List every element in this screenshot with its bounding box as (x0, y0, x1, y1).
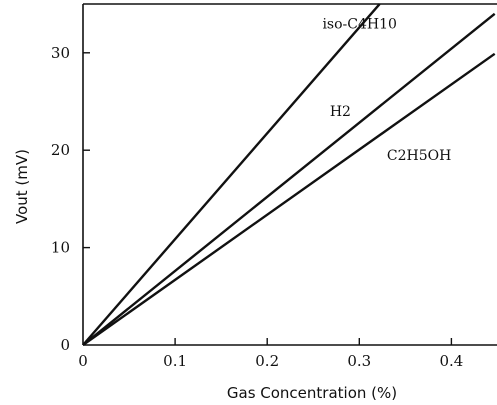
series-label: C2H5OH (387, 148, 451, 164)
ticks-layer: 0 0.1 0.2 0.3 0.4 0 10 20 30 (51, 44, 463, 370)
series-label: iso-C4H10 (322, 16, 396, 32)
series-line (82, 3, 381, 346)
y-tick-label: 0 (60, 336, 70, 354)
annotation-layer: iso-C4H10 H2 C2H5OH (322, 16, 451, 163)
series-label: H2 (330, 104, 351, 120)
x-tick-label: 0.3 (347, 352, 371, 370)
y-tick-label: 20 (51, 141, 70, 159)
x-axis-title: Gas Concentration (%) (227, 384, 397, 402)
series-line (82, 52, 496, 346)
x-tick-label: 0.2 (255, 352, 279, 370)
x-tick-label: 0 (78, 352, 88, 370)
x-tick-label: 0.4 (439, 352, 463, 370)
x-tick-label: 0.1 (163, 352, 187, 370)
y-tick-label: 10 (51, 239, 70, 257)
series-layer (82, 3, 496, 346)
y-axis-title: Vout (mV) (13, 149, 31, 224)
series-line (82, 12, 496, 346)
y-tick-label: 30 (51, 44, 70, 62)
axes (82, 3, 497, 346)
